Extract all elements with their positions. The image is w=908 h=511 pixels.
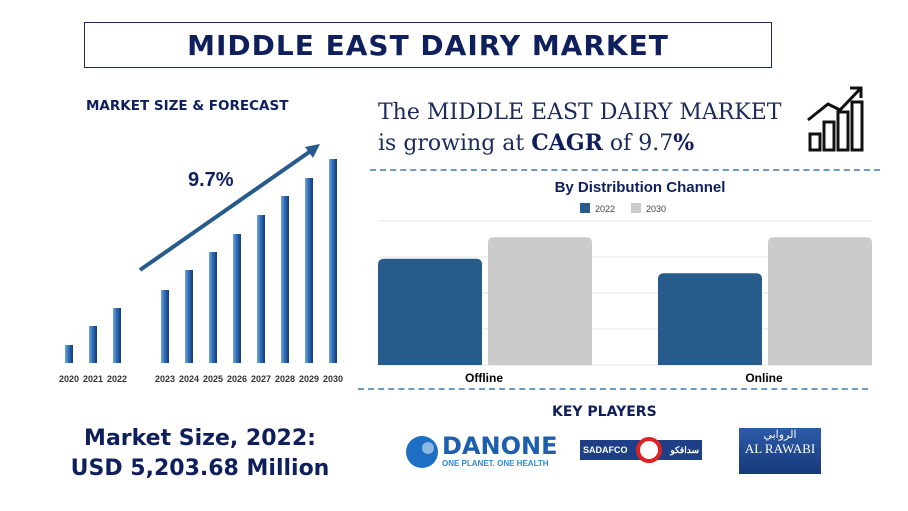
category-online: Online: [745, 371, 783, 385]
tick-label: 2027: [251, 374, 271, 384]
bar-2020: [65, 345, 73, 363]
growth-chart: 9.7% 2020 2021 2022 2023 2024 2025 2026 2027 202…: [59, 144, 343, 384]
tick-label: 2024: [179, 374, 199, 384]
bar-2021: [89, 326, 97, 363]
tick-label: 2030: [323, 374, 343, 384]
alrawabi-text: AL RAWABI: [744, 441, 816, 456]
divider: [370, 169, 880, 171]
forecast-label: MARKET SIZE & FORECAST: [86, 98, 289, 114]
legend-2022: 2022: [595, 204, 615, 214]
bar-2025: [209, 252, 217, 363]
growth-bars-icon: [807, 86, 864, 152]
market-size-value: USD 5,203.68 Million: [70, 456, 330, 481]
danone-text: DANONE: [442, 432, 558, 460]
tick-label: 2023: [155, 374, 175, 384]
headline-pre: is growing at: [378, 131, 532, 156]
cagr-annotation: 9.7%: [188, 169, 234, 191]
distribution-chart: By Distribution Channel 2022 2030 Offlin…: [378, 179, 872, 385]
bar-offline-2022: [378, 258, 482, 365]
tick-label: 2022: [107, 374, 127, 384]
category-offline: Offline: [465, 371, 503, 385]
tick-label: 2025: [203, 374, 223, 384]
headline: The MIDDLE EAST DAIRY MARKET is growing …: [378, 98, 781, 159]
title-box: MIDDLE EAST DAIRY MARKET: [84, 22, 772, 68]
sadafco-arabic: سدافكو: [670, 444, 699, 455]
bar-2028: [281, 196, 289, 363]
tick-label: 2020: [59, 374, 79, 384]
market-size: Market Size, 2022: USD 5,203.68 Million: [50, 424, 350, 484]
sadafco-text: SADAFCO: [583, 445, 628, 455]
legend-swatch-2030: [631, 203, 641, 213]
bar-2027: [257, 215, 265, 363]
bar-offline-2030: [488, 237, 592, 365]
legend-2030: 2030: [646, 204, 666, 214]
tick-label: 2026: [227, 374, 247, 384]
danone-bird-icon: [406, 436, 438, 468]
danone-logo: DANONE ONE PLANET. ONE HEALTH: [402, 432, 557, 470]
sadafco-emblem-icon: [635, 437, 662, 463]
bar-2022: [113, 308, 121, 363]
bar-online-2022: [658, 273, 762, 365]
cagr-word: CAGR: [531, 130, 603, 156]
percent-sign: %: [673, 130, 695, 156]
bar-online-2030: [768, 237, 872, 365]
bar-2030: [329, 159, 337, 363]
danone-tagline: ONE PLANET. ONE HEALTH: [442, 459, 549, 468]
tick-label: 2029: [299, 374, 319, 384]
legend-swatch-2022: [580, 203, 590, 213]
bar-2024: [185, 270, 193, 363]
chart-title: By Distribution Channel: [555, 179, 726, 196]
bar-2026: [233, 234, 241, 363]
tick-label: 2028: [275, 374, 295, 384]
sadafco-logo: SADAFCO سدافكو: [580, 437, 702, 463]
page-title: MIDDLE EAST DAIRY MARKET: [187, 28, 669, 62]
key-players-label: KEY PLAYERS: [552, 404, 657, 420]
bar-2029: [305, 178, 313, 363]
headline-line2: is growing at CAGR of 9.7%: [378, 128, 781, 159]
trend-arrowhead: [305, 144, 320, 158]
tick-label: 2021: [83, 374, 103, 384]
divider: [358, 388, 868, 390]
cagr-value: of 9.7: [602, 131, 674, 156]
alrawabi-logo: الروابي AL RAWABI: [739, 428, 821, 474]
bar-2023: [161, 290, 169, 363]
trend-arrow: [138, 146, 317, 272]
market-size-label: Market Size, 2022:: [84, 426, 316, 451]
alrawabi-arabic: الروابي: [763, 429, 797, 441]
headline-line1: The MIDDLE EAST DAIRY MARKET: [378, 100, 782, 125]
